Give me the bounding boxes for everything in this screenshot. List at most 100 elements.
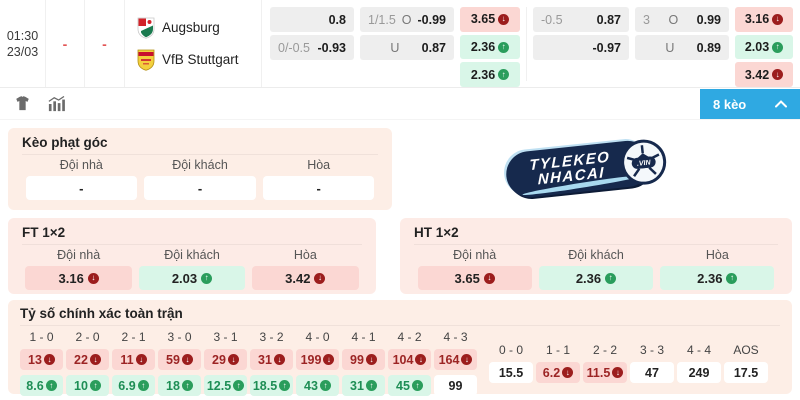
x12-away-cell[interactable]: 2.03 xyxy=(735,34,793,60)
stuttgart-crest-icon xyxy=(137,49,155,71)
ft-draw-cell[interactable]: 3.42 xyxy=(252,266,359,290)
corner-value: - xyxy=(316,180,321,196)
score-odds-cell[interactable]: 17.5 xyxy=(724,362,768,383)
score-odds-cell[interactable]: 99 xyxy=(342,349,385,370)
hcap1-under-cell[interactable]: 0/-0.5 -0.93 xyxy=(270,35,354,60)
score-odds-cell[interactable]: 15.5 xyxy=(489,362,533,383)
score-odds-cell[interactable]: 249 xyxy=(677,362,721,383)
score-column: 4 - 3 164 99 xyxy=(434,330,477,396)
handicap-group-2: -0.5 0.87 -0.97 xyxy=(533,7,629,87)
score-odds-cell[interactable]: 45 xyxy=(388,375,431,396)
home-team-name: Augsburg xyxy=(162,20,220,35)
ou-odds: -0.99 xyxy=(417,12,446,27)
x12-home-cell[interactable]: 3.16 xyxy=(735,7,793,32)
score-odds-cell[interactable]: 13 xyxy=(20,349,63,370)
match-time: 01:30 23/03 xyxy=(0,0,46,87)
ht-away-cell[interactable]: 2.36 xyxy=(538,266,654,290)
stats-chart-icon[interactable] xyxy=(46,94,66,114)
ht-1x2-panel: HT 1×2 Đội nhà 3.65 Đội khách 2.36 xyxy=(400,218,792,294)
ht-home-cell[interactable]: 3.65 xyxy=(417,266,532,290)
score-odds-cell[interactable]: 11.5 xyxy=(583,362,627,383)
score-column: 4 - 4 249 xyxy=(677,343,721,396)
hcap2-over-cell[interactable]: -0.5 0.87 xyxy=(533,7,629,32)
exact-score-panel: Tỷ số chính xác toàn trận 1 - 0 13 8.6 2… xyxy=(8,300,792,396)
corner-draw-cell[interactable]: - xyxy=(262,176,375,200)
draw-header: Hòa xyxy=(307,158,331,172)
trend-down-icon xyxy=(612,367,624,378)
score-odds-cell[interactable]: 6.2 xyxy=(536,362,580,383)
score-odds-cell[interactable]: 31 xyxy=(250,349,293,370)
hcap2-under-cell[interactable]: -0.97 xyxy=(533,35,629,60)
trend-up-icon xyxy=(726,272,738,284)
hcap-odds: 0.87 xyxy=(596,12,621,27)
odds-value: 3.42 xyxy=(285,270,311,286)
score-column: 4 - 1 99 31 xyxy=(342,330,385,396)
corner-home-cell[interactable]: - xyxy=(25,176,138,200)
score-odds-cell[interactable]: 6.9 xyxy=(112,375,155,396)
odds-value: 3.16 xyxy=(744,12,770,27)
away-team-name: VfB Stuttgart xyxy=(162,52,239,67)
ou2-over-cell[interactable]: 3 O 0.99 xyxy=(635,7,729,32)
score-odds-cell[interactable]: 199 xyxy=(296,349,339,370)
score-dash: - xyxy=(102,35,107,52)
score-label: 2 - 0 xyxy=(75,330,100,344)
odds-value: 2.03 xyxy=(171,270,198,286)
away-team[interactable]: VfB Stuttgart xyxy=(137,49,261,71)
keo-count-button[interactable]: 8 kèo xyxy=(700,89,800,119)
x12-home-cell[interactable]: 3.65 xyxy=(460,7,520,32)
x12-away-cell[interactable]: 2.36 xyxy=(460,34,520,60)
ou2-under-cell[interactable]: U 0.89 xyxy=(635,35,729,60)
jersey-icon[interactable] xyxy=(12,94,32,114)
odds-value: 2.36 xyxy=(470,40,496,54)
ft-away-cell[interactable]: 2.03 xyxy=(138,266,246,290)
hcap-line: 0/-0.5 xyxy=(278,40,310,55)
home-team[interactable]: Augsburg xyxy=(137,17,261,39)
augsburg-crest-icon xyxy=(137,17,155,39)
x12-draw-cell[interactable]: 2.36 xyxy=(460,62,520,88)
trend-down-icon xyxy=(323,354,335,365)
score-label: 3 - 0 xyxy=(167,330,192,344)
score-odds-cell[interactable]: 59 xyxy=(158,349,201,370)
under-label: U xyxy=(665,40,675,55)
trend-up-icon xyxy=(498,41,510,53)
hcap-odds: -0.97 xyxy=(592,40,622,55)
corner-row: Kèo phạt góc Đội nhà - Đội khách - Hòa xyxy=(8,128,792,210)
score-odds-cell[interactable]: 22 xyxy=(66,349,109,370)
brand-logo-area: TYLEKEO NHACAI .VIN xyxy=(392,128,792,210)
keo-count-label: 8 kèo xyxy=(713,96,747,112)
x12-draw-cell[interactable]: 3.42 xyxy=(735,62,793,88)
ft-home-cell[interactable]: 3.16 xyxy=(25,266,132,290)
ht-draw-cell[interactable]: 2.36 xyxy=(660,266,775,290)
score-column: 3 - 0 59 18 xyxy=(158,330,201,396)
corner-columns: Đội nhà - Đội khách - Hòa - xyxy=(22,158,378,200)
score-odds-cell[interactable]: 8.6 xyxy=(20,375,63,396)
ou1-over-cell[interactable]: 1/1.5 O -0.99 xyxy=(360,7,454,32)
corner-away-cell[interactable]: - xyxy=(144,176,256,200)
ou1-under-cell[interactable]: U 0.87 xyxy=(360,35,454,60)
soccer-ball-icon: .VIN xyxy=(621,139,667,185)
score-odds-cell[interactable]: 10 xyxy=(66,375,109,396)
hcap1-over-cell[interactable]: 0.8 xyxy=(270,7,354,32)
score-odds-cell[interactable]: 47 xyxy=(630,362,674,383)
score-label: 3 - 3 xyxy=(639,343,664,357)
score-odds-cell[interactable]: 31 xyxy=(342,375,385,396)
score-odds-cell[interactable]: 11 xyxy=(112,349,155,370)
score-column: 4 - 0 199 43 xyxy=(296,330,339,396)
draw-header: Hòa xyxy=(705,248,729,262)
score-odds-cell[interactable]: 43 xyxy=(296,375,339,396)
trend-up-icon xyxy=(498,69,510,81)
score-odds-cell[interactable]: 104 xyxy=(388,349,431,370)
score-odds-cell[interactable]: 99 xyxy=(434,375,477,396)
score-odds-cell[interactable]: 18.5 xyxy=(250,375,293,396)
score-column: 4 - 2 104 45 xyxy=(388,330,431,396)
score-odds-cell[interactable]: 164 xyxy=(434,349,477,370)
score-odds-cell[interactable]: 18 xyxy=(158,375,201,396)
exact-score-title: Tỷ số chính xác toàn trận xyxy=(20,306,780,326)
score-odds-cell[interactable]: 29 xyxy=(204,349,247,370)
odds-value: 2.36 xyxy=(697,270,723,286)
score-odds-cell[interactable]: 12.5 xyxy=(204,375,247,396)
odds-value: 3.65 xyxy=(454,270,480,286)
odds-value: 3.42 xyxy=(744,67,770,82)
trend-up-icon xyxy=(319,380,331,391)
